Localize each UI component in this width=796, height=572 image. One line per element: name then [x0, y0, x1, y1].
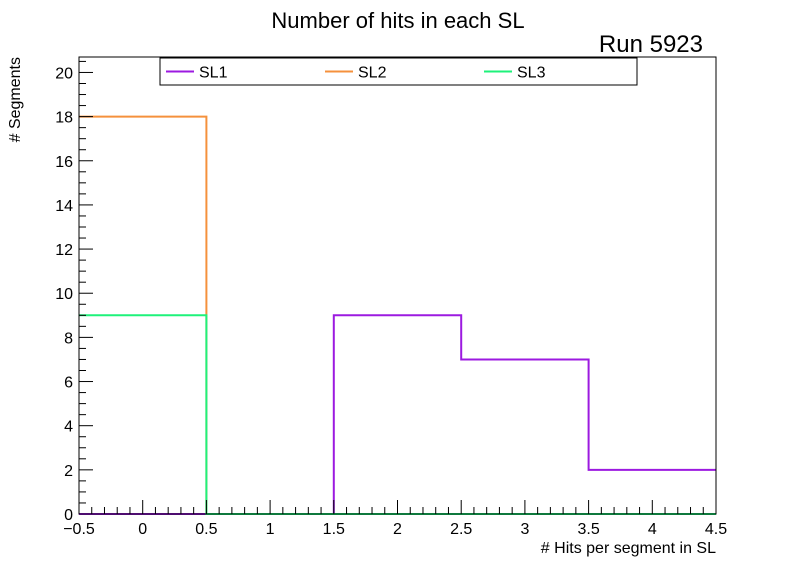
x-tick-label: 4 — [648, 521, 657, 538]
y-tick-label: 16 — [55, 154, 73, 171]
x-tick-label: 3 — [520, 521, 529, 538]
y-tick-label: 20 — [55, 65, 73, 82]
x-tick-label: 4.5 — [705, 521, 727, 538]
series-sl3-line — [79, 314, 716, 515]
series-layer — [79, 115, 716, 515]
y-tick-label: 4 — [64, 419, 73, 436]
y-tick-label: 0 — [64, 507, 73, 524]
legend-box — [159, 57, 638, 86]
plot-frame — [78, 56, 717, 515]
x-tick-label: 2.5 — [450, 521, 472, 538]
x-tick-label: 1 — [266, 521, 275, 538]
x-tick-label: 3.5 — [577, 521, 599, 538]
legend: SL1 SL2 SL3 — [159, 57, 638, 86]
x-tick-label: 1.5 — [323, 521, 345, 538]
y-axis-label: # Segments — [7, 57, 24, 142]
y-tick-label: 12 — [55, 242, 73, 259]
chart-title: Number of hits in each SL — [271, 8, 524, 33]
series-sl1-line — [79, 314, 716, 515]
legend-label-sl2: SL2 — [358, 65, 387, 82]
run-annotation: Run 5923 — [599, 31, 703, 58]
y-tick-label: 10 — [55, 286, 73, 303]
x-tick-label: 2 — [393, 521, 402, 538]
x-axis-label: # Hits per segment in SL — [541, 540, 716, 557]
y-tick-label: 6 — [64, 375, 73, 392]
legend-label-sl1: SL1 — [199, 65, 228, 82]
x-tick-label: 0 — [138, 521, 147, 538]
y-tick-label: 14 — [55, 198, 73, 215]
x-tick-label: 0.5 — [195, 521, 217, 538]
x-tick-label: −0.5 — [63, 521, 95, 538]
legend-label-sl3: SL3 — [517, 65, 546, 82]
y-tick-label: 8 — [64, 330, 73, 347]
axes-layer: −0.5 0 0.5 1 1.5 2 2.5 3 3.5 4 4.50246810121416182… — [55, 56, 727, 538]
y-tick-label: 2 — [64, 463, 73, 480]
y-tick-label: 18 — [55, 110, 73, 127]
